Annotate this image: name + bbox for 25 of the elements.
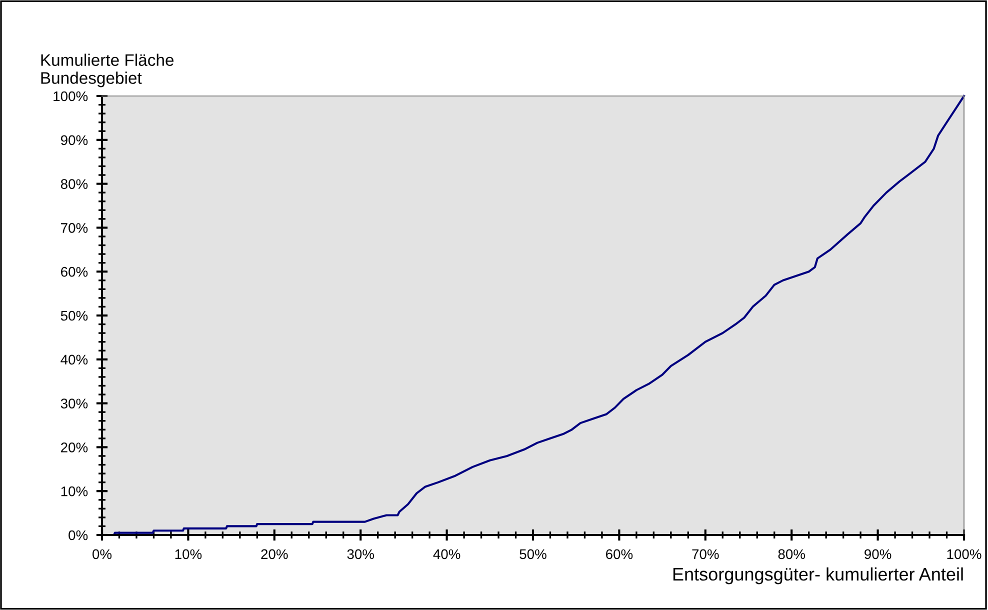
y-tick-label: 0% [68,530,88,540]
y-tick-label: 90% [60,135,88,146]
x-tick-label: 50% [520,549,546,560]
x-tick-label: 100% [947,549,982,560]
x-tick-label: 70% [692,549,719,560]
y-tick-label: 100% [54,91,88,102]
x-tick-label: 20% [261,549,288,560]
y-tick-label: 40% [60,354,88,365]
x-tick-label: 0% [92,549,112,560]
y-tick-label: 80% [60,179,88,189]
y-tick-label: 30% [60,398,88,408]
x-tick-label: 30% [347,549,374,560]
y-tick-label: 20% [61,442,88,452]
line-series [100,94,966,536]
y-tick-label: 50% [60,310,88,321]
x-tick-label: 10% [175,549,202,560]
x-tick-label: 40% [433,549,460,560]
x-tick-label: 60% [606,549,633,560]
y-axis-title: Kumulierte Fläche Bundesgebiet [41,54,174,88]
y-tick-label: 60% [61,266,88,277]
x-tick-label: 80% [778,549,806,560]
x-axis-title: Entsorgungsgüter- kumulierter Anteil [673,567,963,584]
y-tick-label: 70% [61,223,88,233]
x-tick-label: 90% [864,549,892,560]
y-tick-label: 10% [61,486,88,496]
